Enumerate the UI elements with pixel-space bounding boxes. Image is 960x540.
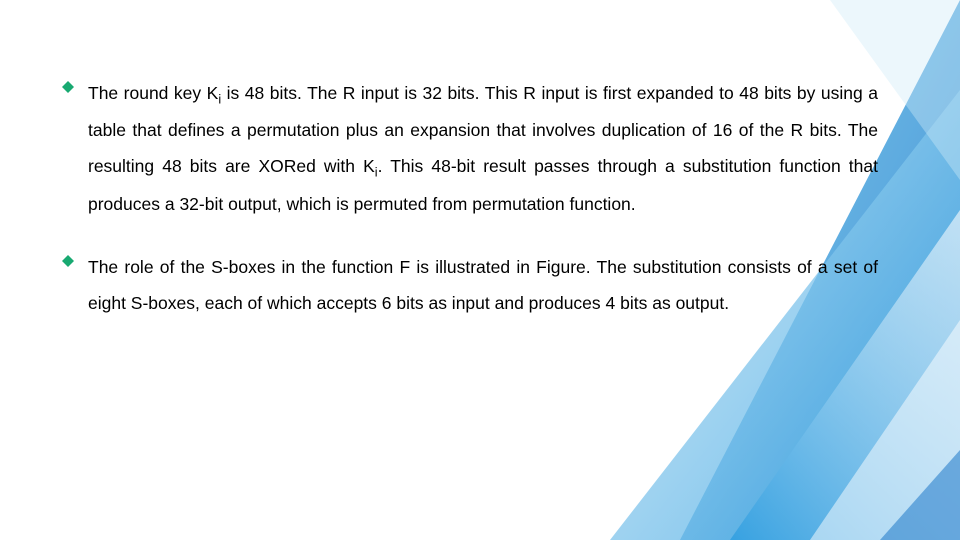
bullet-item: The role of the S-boxes in the function …: [58, 250, 878, 322]
content-area: The round key Ki is 48 bits. The R input…: [58, 76, 878, 350]
bullet-text: The round key Ki is 48 bits. The R input…: [88, 76, 878, 222]
bullet-marker-icon: [58, 80, 78, 94]
bullet-text: The role of the S-boxes in the function …: [88, 250, 878, 322]
bullet-item: The round key Ki is 48 bits. The R input…: [58, 76, 878, 222]
bullet-marker-icon: [58, 254, 78, 268]
slide: The round key Ki is 48 bits. The R input…: [0, 0, 960, 540]
